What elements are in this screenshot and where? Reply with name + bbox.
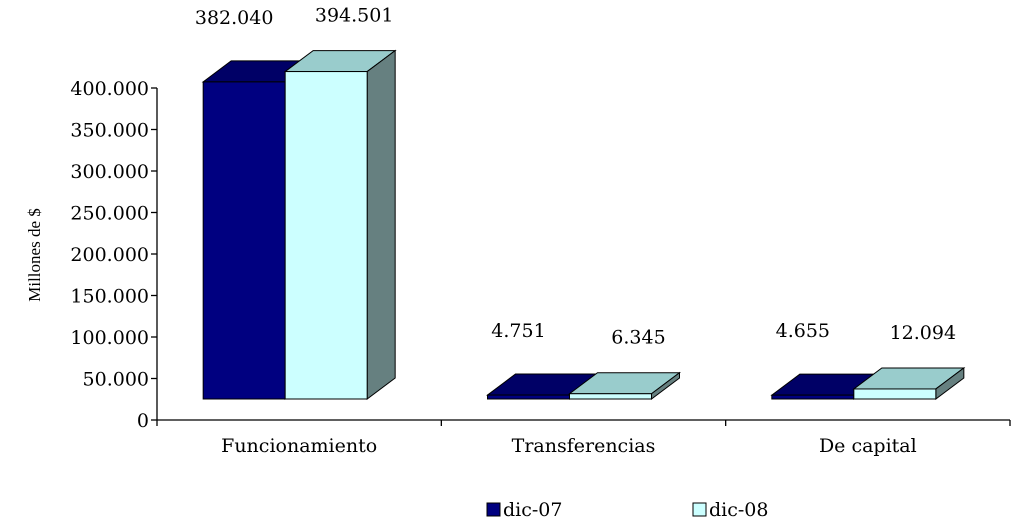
bar (284, 71, 368, 400)
y-tick-label: 400.000 (70, 78, 149, 100)
legend-label: dic-08 (709, 499, 768, 520)
data-label: 394.501 (315, 5, 394, 27)
y-axis-title: Millones de $ (25, 208, 44, 302)
y-axis: 0 50.000 100.000 150.000 200.000 250.000 300.0… (70, 78, 158, 432)
y-tick-label: 0 (137, 410, 149, 432)
bar (569, 393, 652, 400)
bar (771, 394, 855, 400)
bar-side-face (366, 49, 396, 400)
bar (853, 388, 937, 400)
y-tick-label: 300.000 (70, 161, 149, 183)
bars (201, 49, 966, 400)
y-tick-label: 250.000 (70, 203, 149, 225)
bar (202, 81, 286, 400)
data-label: 12.094 (890, 322, 956, 344)
data-labels: 382.040 394.501 4.751 6.345 4.655 12.094 (195, 5, 956, 349)
x-tick-label: De capital (819, 435, 917, 457)
legend-swatch (486, 502, 501, 517)
bar (487, 394, 570, 400)
x-axis: Funcionamiento Transferencias De capital (156, 419, 1011, 457)
y-tick-label: 200.000 (70, 244, 149, 266)
legend-label: dic-07 (503, 499, 562, 520)
data-label: 4.751 (491, 320, 545, 342)
y-tick-label: 150.000 (70, 286, 149, 308)
y-tick-label: 100.000 (70, 327, 149, 349)
y-tick-label: 350.000 (70, 120, 149, 142)
legend-swatch (692, 502, 707, 517)
data-label: 382.040 (195, 7, 274, 29)
x-tick-label: Funcionamiento (221, 435, 377, 457)
data-label: 6.345 (611, 327, 665, 349)
legend: dic-07 dic-08 (486, 499, 768, 520)
y-tick-label: 50.000 (83, 369, 149, 391)
x-tick-label: Transferencias (512, 435, 656, 457)
data-label: 4.655 (776, 320, 830, 342)
